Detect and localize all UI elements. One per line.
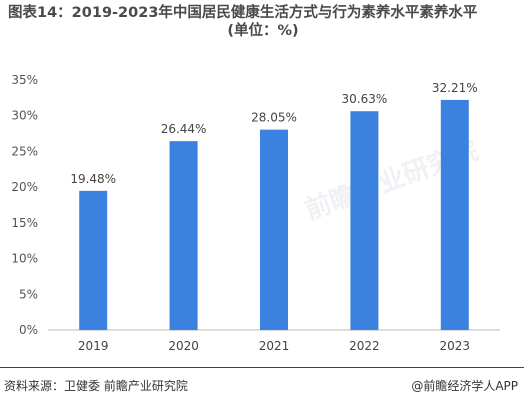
bar [79,190,108,330]
title-line-2: (单位：%) [227,23,299,39]
bar [169,141,198,330]
data-label: 19.48% [70,172,116,186]
y-tick-label: 0% [19,323,38,337]
x-tick-label: 2022 [349,339,380,353]
x-tick-label: 2021 [259,339,290,353]
bar [260,129,288,330]
data-label: 32.21% [432,81,478,95]
bar [350,111,379,330]
data-label: 26.44% [161,122,207,136]
x-tick-label: 2020 [168,339,199,353]
brand-credit: @前瞻经济学人APP [411,379,518,393]
data-label: 28.05% [251,111,297,125]
bar [440,99,469,330]
y-tick-label: 30% [11,109,38,123]
y-tick-label: 5% [19,287,38,301]
y-tick-label: 20% [11,180,38,194]
y-tick-label: 35% [11,73,38,87]
data-label: 30.63% [342,92,388,106]
y-tick-label: 15% [11,216,38,230]
chart-title: 图表14：2019-2023年中国居民健康生活方式与行为素养水平素养水平 (单位… [8,4,518,40]
bar-chart: 0% 5% 10% 15% 20% 25% 30% 35% 19.48% 2019 26.44% 20… [11,73,500,353]
x-tick-label: 2019 [78,339,109,353]
y-tick-label: 10% [11,252,38,266]
footer: 资料来源：卫健委 前瞻产业研究院 @前瞻经济学人APP [0,367,524,406]
x-tick-label: 2023 [440,339,471,353]
y-tick-label: 25% [11,144,38,158]
title-line-1: 图表14：2019-2023年中国居民健康生活方式与行为素养水平素养水平 [8,5,478,21]
source-note: 资料来源：卫健委 前瞻产业研究院 [4,379,188,393]
